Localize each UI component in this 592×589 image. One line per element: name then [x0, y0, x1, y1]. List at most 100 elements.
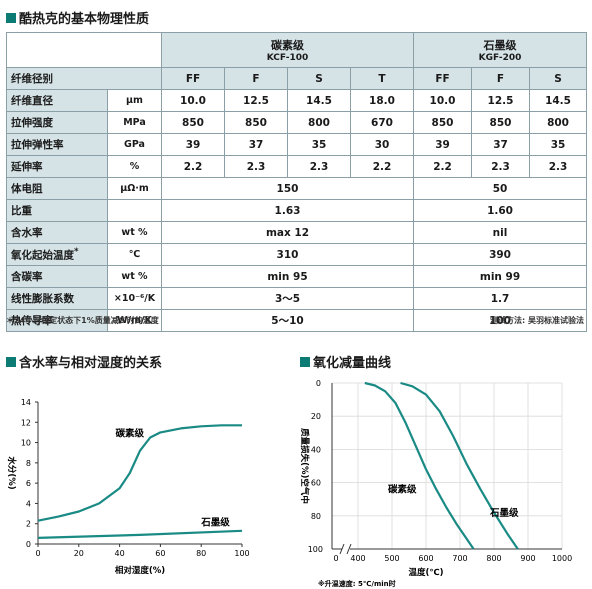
series-line-graphite	[37, 529, 243, 539]
value-cell: 850	[413, 111, 473, 134]
property-name-cell: 体电阻	[6, 177, 108, 200]
carbon-grade-code: KCF-100	[266, 53, 309, 63]
value-cell: 2.3	[471, 155, 531, 178]
value-cell: 12.5	[224, 89, 288, 112]
carbon-grade-name: 碳素级	[271, 39, 304, 52]
graphite-grade-name: 石墨级	[483, 39, 517, 52]
unit-cell: W/m/K	[107, 309, 162, 332]
unit-cell: GPa	[107, 133, 162, 156]
value-cell: 18.0	[349, 89, 415, 112]
graphite-value-cell: nil	[413, 221, 588, 244]
y-tick-label: 6	[26, 479, 31, 488]
axis-break-icon	[339, 543, 352, 555]
graphite-value-cell: 100	[413, 309, 588, 332]
y-tick-label: 0	[316, 379, 321, 388]
y-tick-label: 12	[21, 418, 31, 427]
y-tick-label: 14	[21, 398, 31, 407]
graphite-value-cell: 390	[413, 243, 588, 266]
table-row: 拉伸强度 MPa 850 850 800 670 850 850 800	[6, 111, 588, 134]
table-row: 拉伸弹性率 GPa 39 37 35 30 39 37 35	[6, 133, 588, 156]
table-section-title: 酷热克的基本物理性质	[6, 8, 149, 27]
table-title-text: 酷热克的基本物理性质	[19, 12, 150, 27]
series-line-carbon	[37, 424, 242, 522]
carbon-grade-header: 碳素级 KCF-100	[160, 32, 415, 68]
value-cell: 12.5	[471, 89, 531, 112]
x-tick-label: 700	[452, 554, 467, 563]
x-tick-label: 60	[155, 549, 165, 558]
moisture-humidity-chart: 0 2 4 6 8 10 12 14 0 20 40 60 80 100 相对湿度(%) 水分(%) 碳素级石墨…	[6, 398, 250, 576]
property-name-cell: 热传导率	[6, 309, 108, 332]
unit-cell: μΩ·m	[107, 177, 162, 200]
x-tick-label: 1000	[552, 554, 572, 563]
table-row: 体电阻 μΩ·m 150 50	[6, 177, 588, 200]
square-bullet-icon	[6, 12, 16, 23]
x-tick-label: 600	[418, 554, 433, 563]
table-row: 含碳率 wt % min 95 min 99	[6, 265, 588, 288]
y-axis-label: 水分(%)	[6, 455, 17, 489]
header-blank-cell	[6, 32, 162, 68]
value-cell: 2.2	[413, 155, 473, 178]
value-cell: 39	[413, 133, 473, 156]
unit-cell	[107, 199, 162, 222]
property-name-cell: 延伸率	[6, 155, 108, 178]
property-name-cell: 线性膨胀系数	[6, 287, 108, 310]
x-tick-label: 100	[234, 549, 249, 558]
footnote-mark: *	[74, 246, 79, 257]
value-cell: 850	[161, 111, 225, 134]
y-tick-label: 4	[26, 499, 31, 508]
graphite-grade-code: KGF-200	[478, 53, 522, 63]
table-row: 线性膨胀系数 ×10⁻⁶/K 3～5 1.7	[6, 287, 588, 310]
value-cell: 2.2	[161, 155, 225, 178]
test-method-note: 测试方法: 吴羽标准试验法	[490, 316, 584, 325]
square-bullet-icon	[6, 356, 16, 367]
value-cell: 2.2	[349, 155, 415, 178]
graphite-value-cell: 1.60	[413, 199, 588, 222]
table-row: 热传导率 W/m/K 5～10 100	[6, 309, 588, 332]
y-tick-label: 2	[26, 520, 31, 529]
value-cell: 850	[224, 111, 288, 134]
y-tick-label: 20	[311, 412, 321, 421]
grade-cell: FF	[161, 67, 225, 90]
properties-table: 碳素级 KCF-100 石墨级 KGF-200 纤维径别 FF F S T FF…	[6, 32, 588, 332]
carbon-value-cell: min 95	[160, 265, 415, 288]
unit-cell: μm	[107, 89, 162, 112]
table-footnote: ＊24小时稳定状态下1%质量减少时的温度	[6, 316, 159, 325]
series-line-graphite	[400, 381, 519, 550]
grade-cell: S	[529, 67, 588, 90]
heating-rate-note: ※升温速度: 5℃/min时	[318, 579, 396, 588]
y-tick-label: 0	[26, 540, 31, 549]
x-tick-label: 0	[35, 549, 40, 558]
property-name-cell: 氧化起始温度*	[6, 243, 108, 266]
value-cell: 37	[471, 133, 531, 156]
property-name-cell: 拉伸弹性率	[6, 133, 108, 156]
chart1-title-text: 含水率与相对湿度的关系	[19, 356, 163, 371]
value-cell: 39	[161, 133, 225, 156]
value-cell: 10.0	[161, 89, 225, 112]
value-cell: 850	[471, 111, 531, 134]
x-axis-label: 温度(℃)	[408, 567, 443, 578]
value-cell: 10.0	[413, 89, 473, 112]
carbon-value-cell: max 12	[160, 221, 415, 244]
graphite-value-cell: 50	[413, 177, 588, 200]
carbon-value-cell: 3～5	[160, 287, 415, 310]
y-tick-label: 40	[311, 445, 321, 454]
grade-cell: F	[224, 67, 288, 90]
y-axis-label: 质量损失(%)空气中	[299, 428, 310, 504]
x-tick-label: 900	[520, 554, 535, 563]
unit-cell: wt %	[107, 221, 162, 244]
value-cell: 14.5	[529, 89, 588, 112]
value-cell: 800	[529, 111, 588, 134]
value-cell: 30	[349, 133, 415, 156]
carbon-value-cell: 310	[160, 243, 415, 266]
y-tick-label: 80	[311, 512, 321, 521]
grade-cell: T	[349, 67, 415, 90]
grade-cell: S	[287, 67, 351, 90]
value-cell: 35	[287, 133, 351, 156]
table-row: 纤维直径 μm 10.0 12.5 14.5 18.0 10.0 12.5 14…	[6, 89, 588, 112]
x-tick-label: 500	[384, 554, 399, 563]
property-name-cell: 比重	[6, 199, 108, 222]
table-row: 延伸率 % 2.2 2.3 2.3 2.2 2.2 2.3 2.3	[6, 155, 588, 178]
x-tick-label: 400	[350, 554, 365, 563]
property-name-cell: 含碳率	[6, 265, 108, 288]
